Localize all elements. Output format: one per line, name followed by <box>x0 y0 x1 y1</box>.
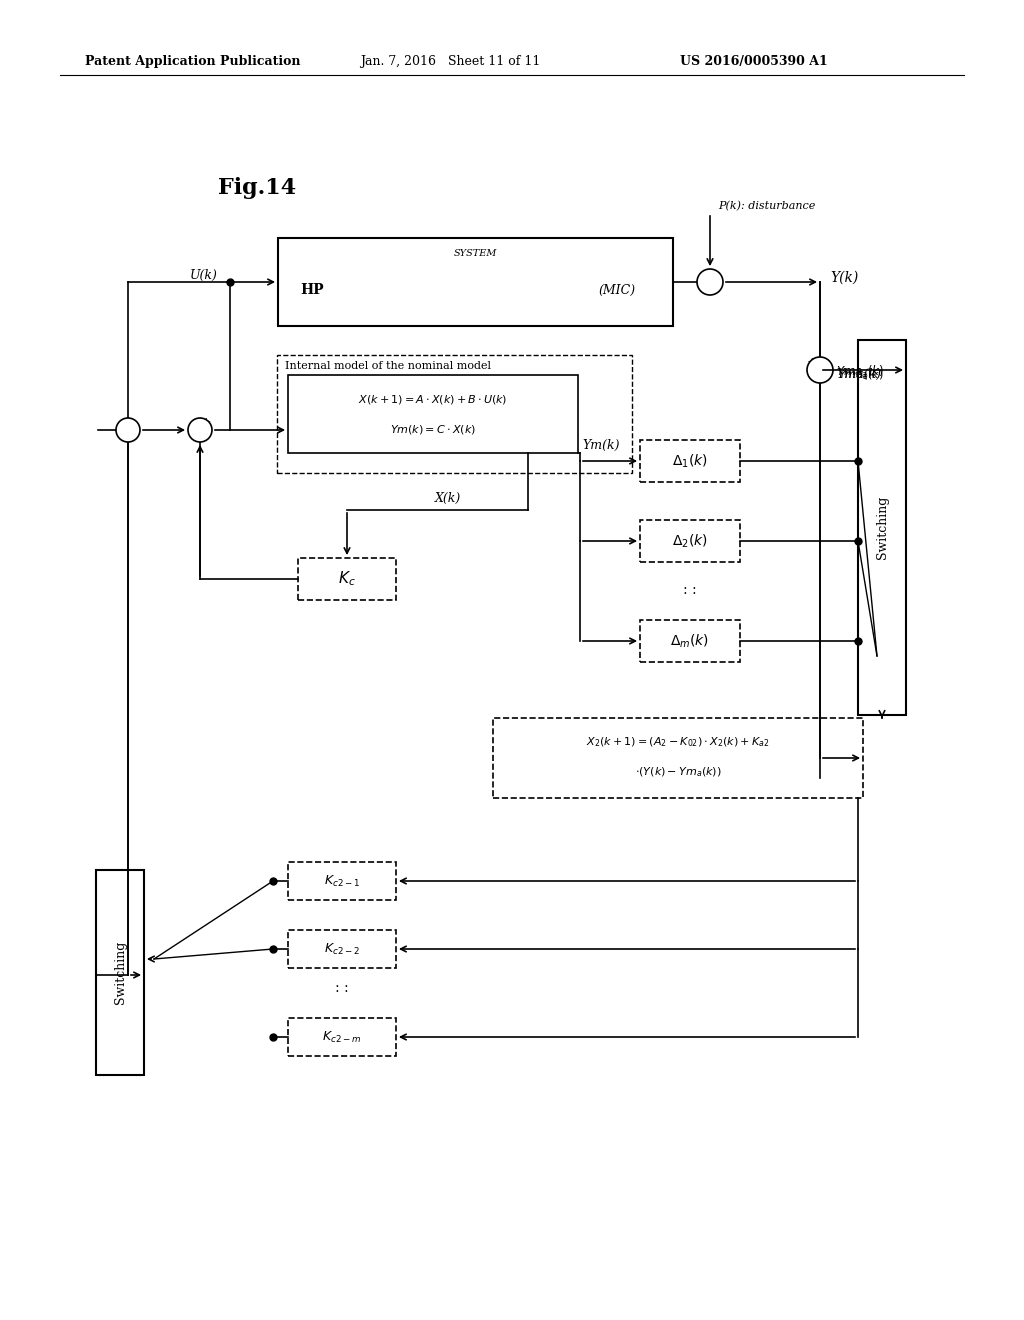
Text: Fig.14: Fig.14 <box>218 177 296 199</box>
Bar <box>640 440 740 482</box>
Text: -: - <box>189 417 195 429</box>
Circle shape <box>188 418 212 442</box>
Text: P(k): disturbance: P(k): disturbance <box>718 201 815 211</box>
Bar <box>288 862 396 900</box>
Text: +: + <box>201 416 211 429</box>
Text: $\Delta_2(k)$: $\Delta_2(k)$ <box>672 532 708 549</box>
Text: $Ym(k) = C \cdot X(k)$: $Ym(k) = C \cdot X(k)$ <box>390 422 476 436</box>
Bar <box>640 520 740 562</box>
Bar <box>493 718 863 799</box>
Text: $\Delta_m(k)$: $\Delta_m(k)$ <box>671 632 710 649</box>
Bar <box>288 1018 396 1056</box>
Text: U(k): U(k) <box>190 268 218 281</box>
Text: Jan. 7, 2016   Sheet 11 of 11: Jan. 7, 2016 Sheet 11 of 11 <box>360 55 541 69</box>
Bar <box>278 238 673 326</box>
Text: $\Delta_1(k)$: $\Delta_1(k)$ <box>672 453 708 470</box>
Text: HP: HP <box>300 282 324 297</box>
Text: $K_{c2-1}$: $K_{c2-1}$ <box>324 874 360 888</box>
Text: +: + <box>711 284 721 297</box>
Text: Switching: Switching <box>876 495 889 558</box>
Text: $X(k+1) = A \cdot X(k) + B \cdot U(k)$: $X(k+1) = A \cdot X(k) + B \cdot U(k)$ <box>358 392 508 405</box>
Circle shape <box>697 269 723 294</box>
Bar <box>640 620 740 663</box>
Bar <box>298 558 396 601</box>
Text: Switching: Switching <box>114 940 127 1003</box>
Text: US 2016/0005390 A1: US 2016/0005390 A1 <box>680 55 827 69</box>
Text: +: + <box>705 268 716 281</box>
Text: SYSTEM: SYSTEM <box>454 249 497 259</box>
Text: Internal model of the nominal model: Internal model of the nominal model <box>285 360 490 371</box>
Text: $\cdot (Y(k) - Ym_a(k))$: $\cdot (Y(k) - Ym_a(k))$ <box>635 766 721 779</box>
Text: (MIC): (MIC) <box>598 284 635 297</box>
Text: $Yma_a(k)$: $Yma_a(k)$ <box>836 364 884 380</box>
Text: Ym(k): Ym(k) <box>582 438 620 451</box>
Text: X(k): X(k) <box>435 491 461 504</box>
Bar <box>858 341 906 715</box>
Circle shape <box>116 418 140 442</box>
Text: $Yma_a(k)$: $Yma_a(k)$ <box>838 368 884 381</box>
Text: $X_2(k+1) = (A_2 - K_{02}) \cdot X_2(k) + K_{a2}$: $X_2(k+1) = (A_2 - K_{02}) \cdot X_2(k) … <box>587 735 770 748</box>
Text: $K_{c2-2}$: $K_{c2-2}$ <box>324 941 360 957</box>
Text: : :: : : <box>335 981 349 995</box>
Text: $K_c$: $K_c$ <box>338 570 356 589</box>
Text: +: + <box>807 356 817 370</box>
Text: +: + <box>123 417 133 429</box>
Text: -: - <box>810 371 814 384</box>
Text: : :: : : <box>683 583 696 597</box>
Text: Yma(k): Yma(k) <box>836 367 881 380</box>
Text: $K_{c2-m}$: $K_{c2-m}$ <box>323 1030 361 1044</box>
Text: Patent Application Publication: Patent Application Publication <box>85 55 300 69</box>
Text: Y(k): Y(k) <box>830 271 858 285</box>
Text: -: - <box>189 430 195 444</box>
Circle shape <box>807 356 833 383</box>
Bar <box>96 870 144 1074</box>
Bar <box>288 931 396 968</box>
Bar <box>278 355 632 473</box>
Bar <box>288 375 578 453</box>
